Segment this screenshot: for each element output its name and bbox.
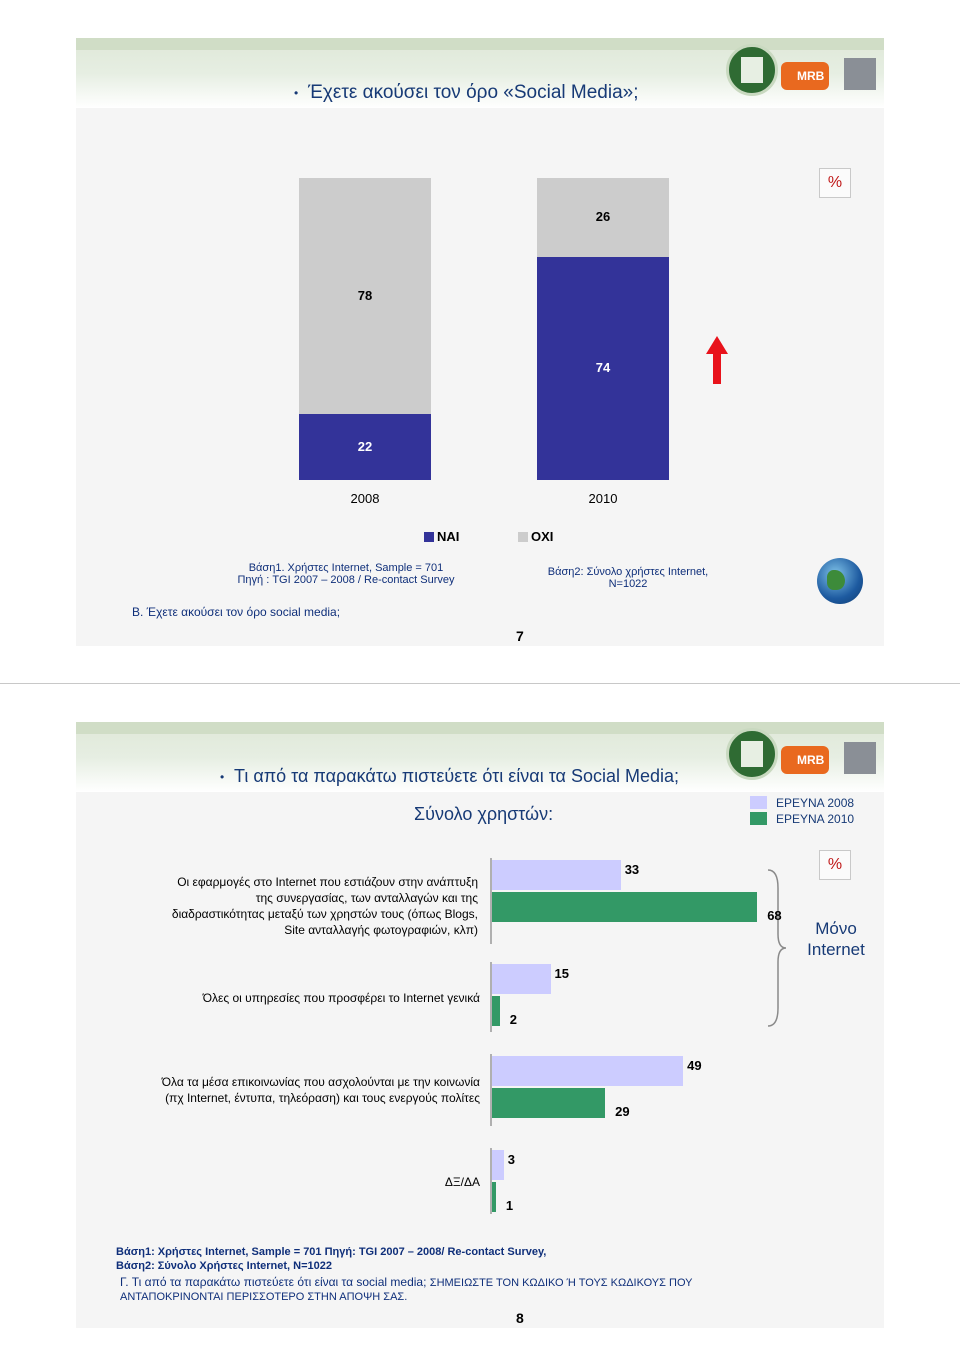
percent-box: %	[819, 168, 851, 198]
row-label-4-line1: ΔΞ/ΔΑ	[444, 1175, 480, 1189]
bracket-brace	[767, 869, 787, 1027]
row-label-3: Όλα τα μέσα επικοινωνίας που ασχολούνται…	[96, 1074, 480, 1106]
row-label-2: Όλες οι υπηρεσίες που προσφέρει το Inter…	[96, 990, 480, 1006]
bar-2010-no	[537, 178, 669, 257]
bracket-label: Μόνο Internet	[794, 918, 878, 960]
data-label-2010-yes: 74	[595, 360, 611, 376]
legend-swatch-2008	[750, 796, 767, 809]
footnote-line3: Γ. Τι από τα παρακάτω πιστεύετε ότι είνα…	[120, 1275, 692, 1289]
source-note-right-line2: N=1022	[608, 578, 648, 590]
bar-2008-row-1	[492, 860, 621, 890]
category-axis-1	[490, 858, 492, 944]
row-label-2-line1: Όλες οι υπηρεσίες που προσφέρει το Inter…	[202, 991, 480, 1005]
slide-title: Έχετε ακούσει τον όρο «Social Media»;	[308, 82, 639, 103]
data-label-2008-row-4: 3	[507, 1152, 515, 1167]
data-label-2008-row-1: 33	[624, 862, 640, 877]
bracket-label-line2: Internet	[807, 940, 865, 959]
institute-logo	[726, 728, 778, 780]
emrb-logo: MRB	[781, 746, 829, 774]
content-area	[76, 792, 884, 1328]
footnote-line4: ΑΝΤΑΠΟΚΡΙΝΟΝΤΑΙ ΠΕΡΙΣΣΟΤΕΡΟ ΣΤΗΝ ΑΠΟΨΗ Σ…	[120, 1291, 408, 1303]
footnote-line1: Βάση1: Χρήστες Internet, Sample = 701 Πη…	[116, 1246, 547, 1258]
page-number: 7	[516, 628, 524, 644]
bar-2008-row-3	[492, 1056, 684, 1086]
footnote-line2: Βάση2: Σύνολο Χρήστες Internet, N=1022	[116, 1260, 332, 1272]
slide-title: Τι από τα παρακάτω πιστεύετε ότι είναι τ…	[234, 766, 680, 786]
row-label-1-line4: Site ανταλλαγής φωτογραφιών, κλπ)	[284, 923, 478, 937]
slide-7: MRB • Έχετε ακούσει τον όρο «Social Medi…	[76, 38, 884, 646]
data-label-2008-yes: 22	[357, 438, 373, 454]
row-label-3-line2: (πχ Internet, έντυπα, τηλεόραση) και του…	[165, 1091, 480, 1105]
bar-2008-row-2	[492, 964, 551, 994]
footnote-question: Γ. Τι από τα παρακάτω πιστεύετε ότι είνα…	[120, 1275, 427, 1289]
row-label-1-line3: διαδραστικότητας μεταξύ των χρηστών τους…	[171, 907, 478, 921]
x-tick-2008: 2008	[350, 491, 380, 506]
data-label-2010-row-4: 1	[505, 1198, 514, 1213]
bar-2008-yes	[299, 413, 431, 480]
row-label-3-line1: Όλα τα μέσα επικοινωνίας που ασχολούνται…	[161, 1075, 480, 1089]
data-label-2008-row-2: 15	[554, 966, 569, 981]
bullet-icon: •	[294, 86, 299, 100]
legend-swatch-2010	[750, 812, 767, 825]
bar-2010-row-4	[492, 1182, 496, 1212]
source-note-left-line2: Πηγή : TGI 2007 – 2008 / Re-contact Surv…	[237, 574, 455, 586]
question-text: Β. Έχετε ακούσει τον όρο social media;	[132, 605, 341, 619]
legend-label-2010: ΕΡΕΥΝΑ 2010	[776, 812, 855, 826]
legend-label-2008: ΕΡΕΥΝΑ 2008	[776, 796, 855, 810]
bar-2008-row-4	[492, 1150, 504, 1180]
row-label-1: Οι εφαρμογές στο Internet που εστιάζουν …	[96, 874, 478, 938]
source-note-left: Βάση1. Χρήστες Internet, Sample = 701 Πη…	[216, 562, 476, 586]
bar-2010: 26 74	[537, 178, 669, 480]
row-label-1-line1: Οι εφαρμογές στο Internet που εστιάζουν …	[177, 875, 478, 889]
bracket-label-line1: Μόνο	[815, 919, 857, 938]
mrb-hellas-logo	[844, 58, 876, 90]
data-label-2010-row-1: 68	[767, 908, 782, 923]
bar-2010-row-3	[492, 1088, 606, 1118]
row-label-1-line2: της συνεργασίας, των ανταλλαγών και της	[255, 891, 478, 905]
legend-label-yes: ΝΑΙ	[437, 529, 460, 544]
data-label-2008-row-3: 49	[687, 1058, 702, 1073]
source-note-left-line1: Βάση1. Χρήστες Internet, Sample = 701	[248, 562, 444, 574]
bar-2010-row-1	[492, 892, 758, 922]
slide-8: MRB • Τι από τα παρακάτω πιστεύετε ότι ε…	[76, 722, 884, 1328]
bar-2010-yes	[537, 256, 669, 480]
legend-label-no: ΟΧΙ	[531, 529, 554, 544]
x-tick-2010: 2010	[588, 491, 618, 506]
slide-divider	[0, 683, 960, 684]
data-label-2008-no: 78	[357, 287, 373, 303]
category-axis-3	[490, 1054, 492, 1126]
footnote-instruction: ΣΗΜΕΙΩΣΤΕ ΤΟΝ ΚΩΔΙΚΟ Ή ΤΟΥΣ ΚΩΔΙΚΟΥΣ ΠΟΥ	[429, 1277, 693, 1289]
percent-box: %	[819, 850, 851, 880]
data-label-2010-row-3: 29	[615, 1104, 630, 1119]
institute-logo	[726, 44, 778, 96]
mrb-hellas-logo	[844, 742, 876, 774]
up-arrow-icon	[706, 336, 728, 384]
slide-subtitle: Σύνολο χρηστών:	[414, 804, 554, 824]
bar-2008: 78 22	[299, 178, 431, 480]
bar-2010-row-2	[492, 996, 500, 1026]
source-note-right: Βάση2: Σύνολο χρήστες Internet, N=1022	[518, 566, 738, 590]
bullet-icon: •	[220, 770, 225, 784]
category-axis-2	[490, 962, 492, 1032]
legend-swatch-yes	[424, 532, 434, 542]
legend-swatch-no	[518, 532, 528, 542]
emrb-logo: MRB	[781, 62, 829, 90]
data-label-2010-no: 26	[595, 209, 611, 225]
source-note-right-line1: Βάση2: Σύνολο χρήστες Internet,	[547, 566, 709, 578]
category-axis-4	[490, 1148, 492, 1214]
globe-icon	[817, 558, 863, 604]
row-label-4: ΔΞ/ΔΑ	[96, 1174, 480, 1190]
content-area	[76, 108, 884, 646]
page-number: 8	[516, 1310, 524, 1326]
data-label-2010-row-2: 2	[509, 1012, 518, 1027]
bar-2008-no	[299, 178, 431, 414]
